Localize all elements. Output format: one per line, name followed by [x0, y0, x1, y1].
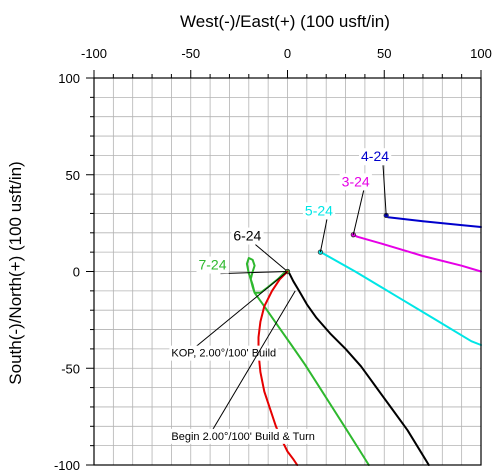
series-line-unlabeled [257, 270, 299, 466]
annotation-label: KOP, 2.00°/100' Build [171, 348, 276, 360]
x-tick-label: 0 [284, 46, 291, 61]
series-label-5-24: 5-24 [305, 202, 333, 218]
axis-ticks [86, 70, 482, 466]
x-axis-title: West(-)/East(+) (100 usft/in) [180, 12, 390, 31]
series-line-5-24 [319, 251, 482, 346]
series-leader-6-24 [254, 244, 288, 272]
series-leader-4-24 [382, 165, 387, 216]
series-line-4-24 [385, 214, 482, 228]
series-leader-7-24 [220, 271, 288, 275]
annotation-leader [190, 271, 288, 352]
series-label-bg-6-24 [231, 227, 264, 245]
series-group: 4-24 3-24 5-24 6-24 7-24 [196, 148, 482, 466]
x-tick-label: 50 [377, 46, 391, 61]
series-label-4-24: 4-24 [361, 148, 389, 164]
y-tick-label: -100 [54, 458, 80, 472]
series-label-bg-4-24 [359, 148, 392, 166]
y-axis-title: South(-)/North(+) (100 usft/in) [6, 161, 25, 384]
annotations: KOP, 2.00°/100' Build Begin 2.00°/100' Bu… [169, 271, 317, 444]
y-tick-label: 0 [73, 265, 80, 280]
y-tick-label: 100 [58, 71, 80, 86]
series-label-6-24: 6-24 [233, 228, 261, 244]
series-label-3-24: 3-24 [342, 173, 370, 189]
x-tick-label: -100 [81, 46, 107, 61]
tick-labels: -100 -50 0 50 100 100 50 0 -50 -100 [54, 46, 492, 472]
annotation-label: Begin 2.00°/100' Build & Turn [171, 431, 314, 443]
annotation-label-bg [169, 345, 279, 361]
series-line-3-24 [352, 233, 482, 273]
series-label-bg-3-24 [339, 173, 372, 191]
x-tick-label: 100 [470, 46, 492, 61]
annotation-leader [209, 290, 296, 435]
series-line-7-24 [245, 257, 370, 466]
series-label-7-24: 7-24 [198, 257, 226, 273]
series-line-6-24 [286, 270, 430, 466]
y-tick-label: 50 [66, 168, 80, 183]
series-label-bg-7-24 [196, 256, 229, 274]
series-label-bg-5-24 [302, 202, 336, 220]
plot-frame [93, 77, 482, 466]
series-leader-3-24 [352, 190, 365, 235]
series-leader-5-24 [319, 219, 328, 253]
y-tick-label: -50 [61, 361, 80, 376]
annotation-label-bg [169, 428, 317, 444]
x-tick-label: -50 [181, 46, 200, 61]
